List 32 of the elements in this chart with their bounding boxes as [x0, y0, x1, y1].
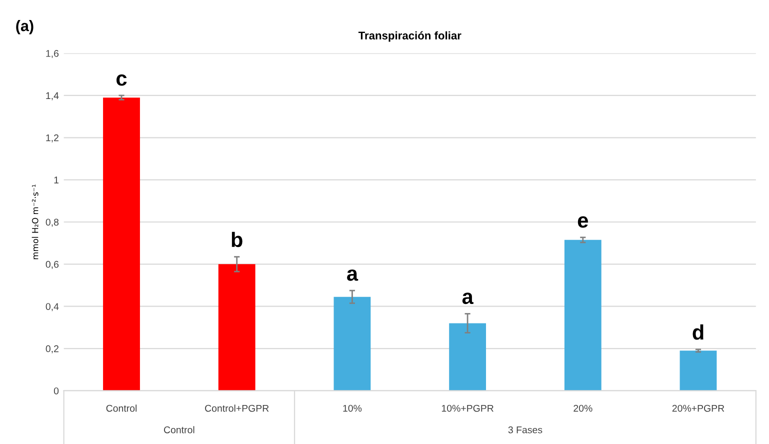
x-tick-label: Control+PGPR [205, 404, 269, 412]
y-tick-label: 1,2 [46, 134, 58, 142]
x-tick-label: 10%+PGPR [442, 404, 494, 412]
text: Control [164, 426, 194, 434]
annotation: b [232, 232, 242, 248]
bar [564, 240, 602, 391]
y-tick-label: 1,4 [46, 92, 59, 100]
text: 3 Fases [508, 426, 542, 434]
chart-title: Transpiración foliar [358, 31, 462, 42]
x-tick-label: 20%+PGPR [672, 404, 724, 412]
bar [218, 264, 256, 391]
bar [680, 350, 717, 391]
annotation: c [116, 74, 127, 86]
y-tick-label: 1,6 [46, 50, 59, 58]
y-tick-label: 0 [54, 387, 59, 394]
x-tick-label: Control [106, 404, 137, 412]
y-tick-label: 0,2 [46, 345, 58, 354]
y-tick-label: 0,6 [46, 260, 59, 269]
y-tick-label: 0,4 [46, 303, 59, 312]
annotation: d [692, 324, 704, 340]
y-tick-label: 1 [54, 176, 58, 184]
text: (a) [16, 20, 34, 34]
annotation: a [347, 269, 358, 281]
annotation: a [462, 292, 474, 304]
bar [334, 296, 371, 391]
annotation: e [578, 216, 588, 228]
y-tick-label: 0,8 [46, 218, 59, 227]
x-tick-label: 10% [343, 404, 362, 412]
bar [103, 98, 140, 391]
x-tick-label: 20% [574, 404, 592, 412]
bar [449, 323, 486, 391]
y-axis-title: mmol H₂O m⁻²·s⁻¹ [32, 184, 38, 260]
